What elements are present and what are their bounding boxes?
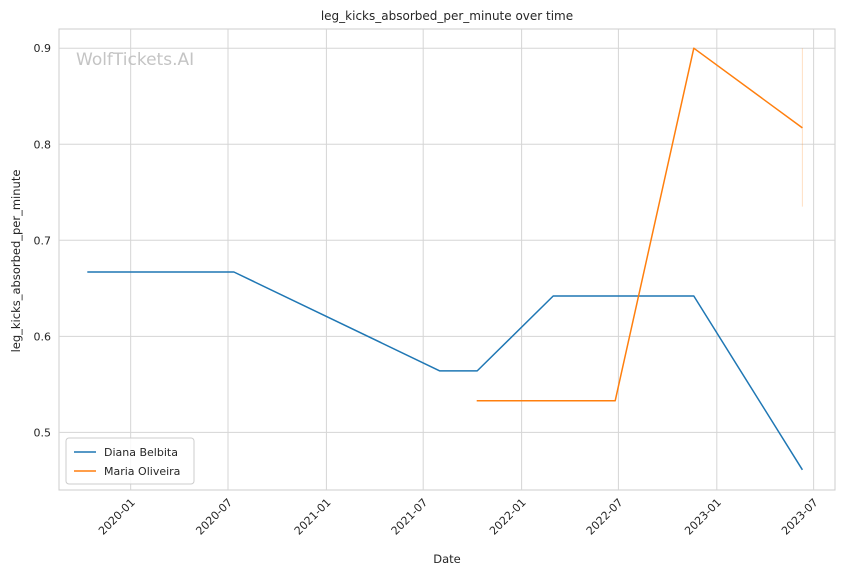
y-tick-label: 0.7 [34, 234, 52, 247]
x-axis: 2020-01 2020-07 2021-01 2021-07 2022-01 2022-… [96, 496, 821, 538]
watermark: WolfTickets.AI [76, 50, 194, 70]
x-tick-label: 2020-07 [193, 496, 235, 538]
grid-lines [59, 29, 835, 490]
x-tick-label: 2023-01 [682, 496, 724, 538]
x-axis-title: Date [433, 552, 461, 566]
series-layer [87, 47, 804, 471]
y-tick-label: 0.5 [34, 426, 52, 439]
x-tick-label: 2022-01 [487, 496, 529, 538]
y-tick-label: 0.6 [34, 330, 52, 343]
plot-frame [58, 28, 836, 491]
series-line [87, 271, 804, 471]
legend-box [65, 437, 195, 485]
chart-title: leg_kicks_absorbed_per_minute over time [321, 9, 573, 23]
y-axis: 0.5 0.6 0.7 0.8 0.9 [34, 42, 52, 439]
series-line [476, 47, 803, 402]
x-tick-label: 2023-07 [779, 496, 821, 538]
x-tick-label: 2020-01 [96, 496, 138, 538]
legend-label: Diana Belbita [104, 446, 178, 459]
legend-label: Maria Oliveira [104, 465, 180, 478]
x-tick-label: 2021-01 [292, 496, 334, 538]
x-tick-label: 2022-07 [584, 496, 626, 538]
plot-area [58, 28, 836, 491]
x-tick-label: 2021-07 [389, 496, 431, 538]
legend: Diana Belbita Maria Oliveira [65, 437, 195, 485]
y-tick-label: 0.9 [34, 42, 52, 55]
y-axis-title: leg_kicks_absorbed_per_minute [9, 170, 23, 353]
y-tick-label: 0.8 [34, 138, 52, 151]
